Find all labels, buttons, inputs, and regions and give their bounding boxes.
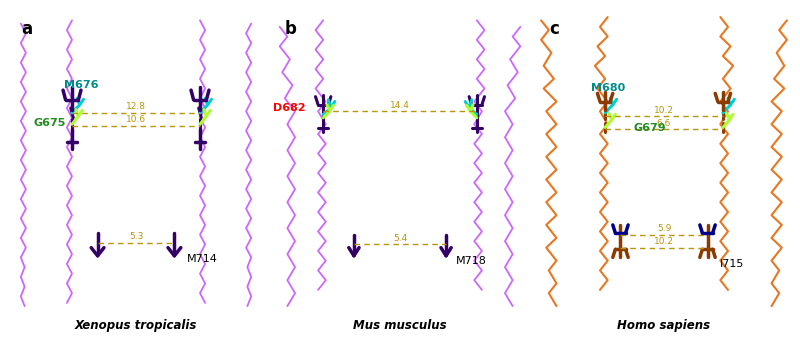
Text: a: a [21, 20, 32, 38]
Text: G679: G679 [634, 122, 666, 132]
Text: 5.4: 5.4 [393, 234, 407, 243]
Text: 14.4: 14.4 [390, 101, 410, 110]
Text: 5.3: 5.3 [129, 232, 143, 241]
Text: 12.8: 12.8 [126, 102, 146, 111]
Text: I715: I715 [720, 259, 745, 269]
Text: 5.9: 5.9 [657, 224, 671, 233]
Text: 10.2: 10.2 [654, 106, 674, 114]
Text: M718: M718 [456, 256, 487, 266]
Text: M680: M680 [591, 83, 626, 94]
Text: Homo sapiens: Homo sapiens [618, 319, 710, 332]
Text: 6.6: 6.6 [657, 119, 671, 127]
Text: M714: M714 [187, 254, 218, 264]
Text: 10.2: 10.2 [654, 237, 674, 246]
Text: c: c [549, 20, 558, 38]
Text: M676: M676 [64, 80, 99, 90]
Text: G675: G675 [34, 118, 66, 128]
Text: Mus musculus: Mus musculus [353, 319, 447, 332]
Text: b: b [285, 20, 297, 38]
Text: Xenopus tropicalis: Xenopus tropicalis [75, 319, 197, 332]
Text: D682: D682 [273, 103, 306, 113]
Text: 10.6: 10.6 [126, 115, 146, 124]
